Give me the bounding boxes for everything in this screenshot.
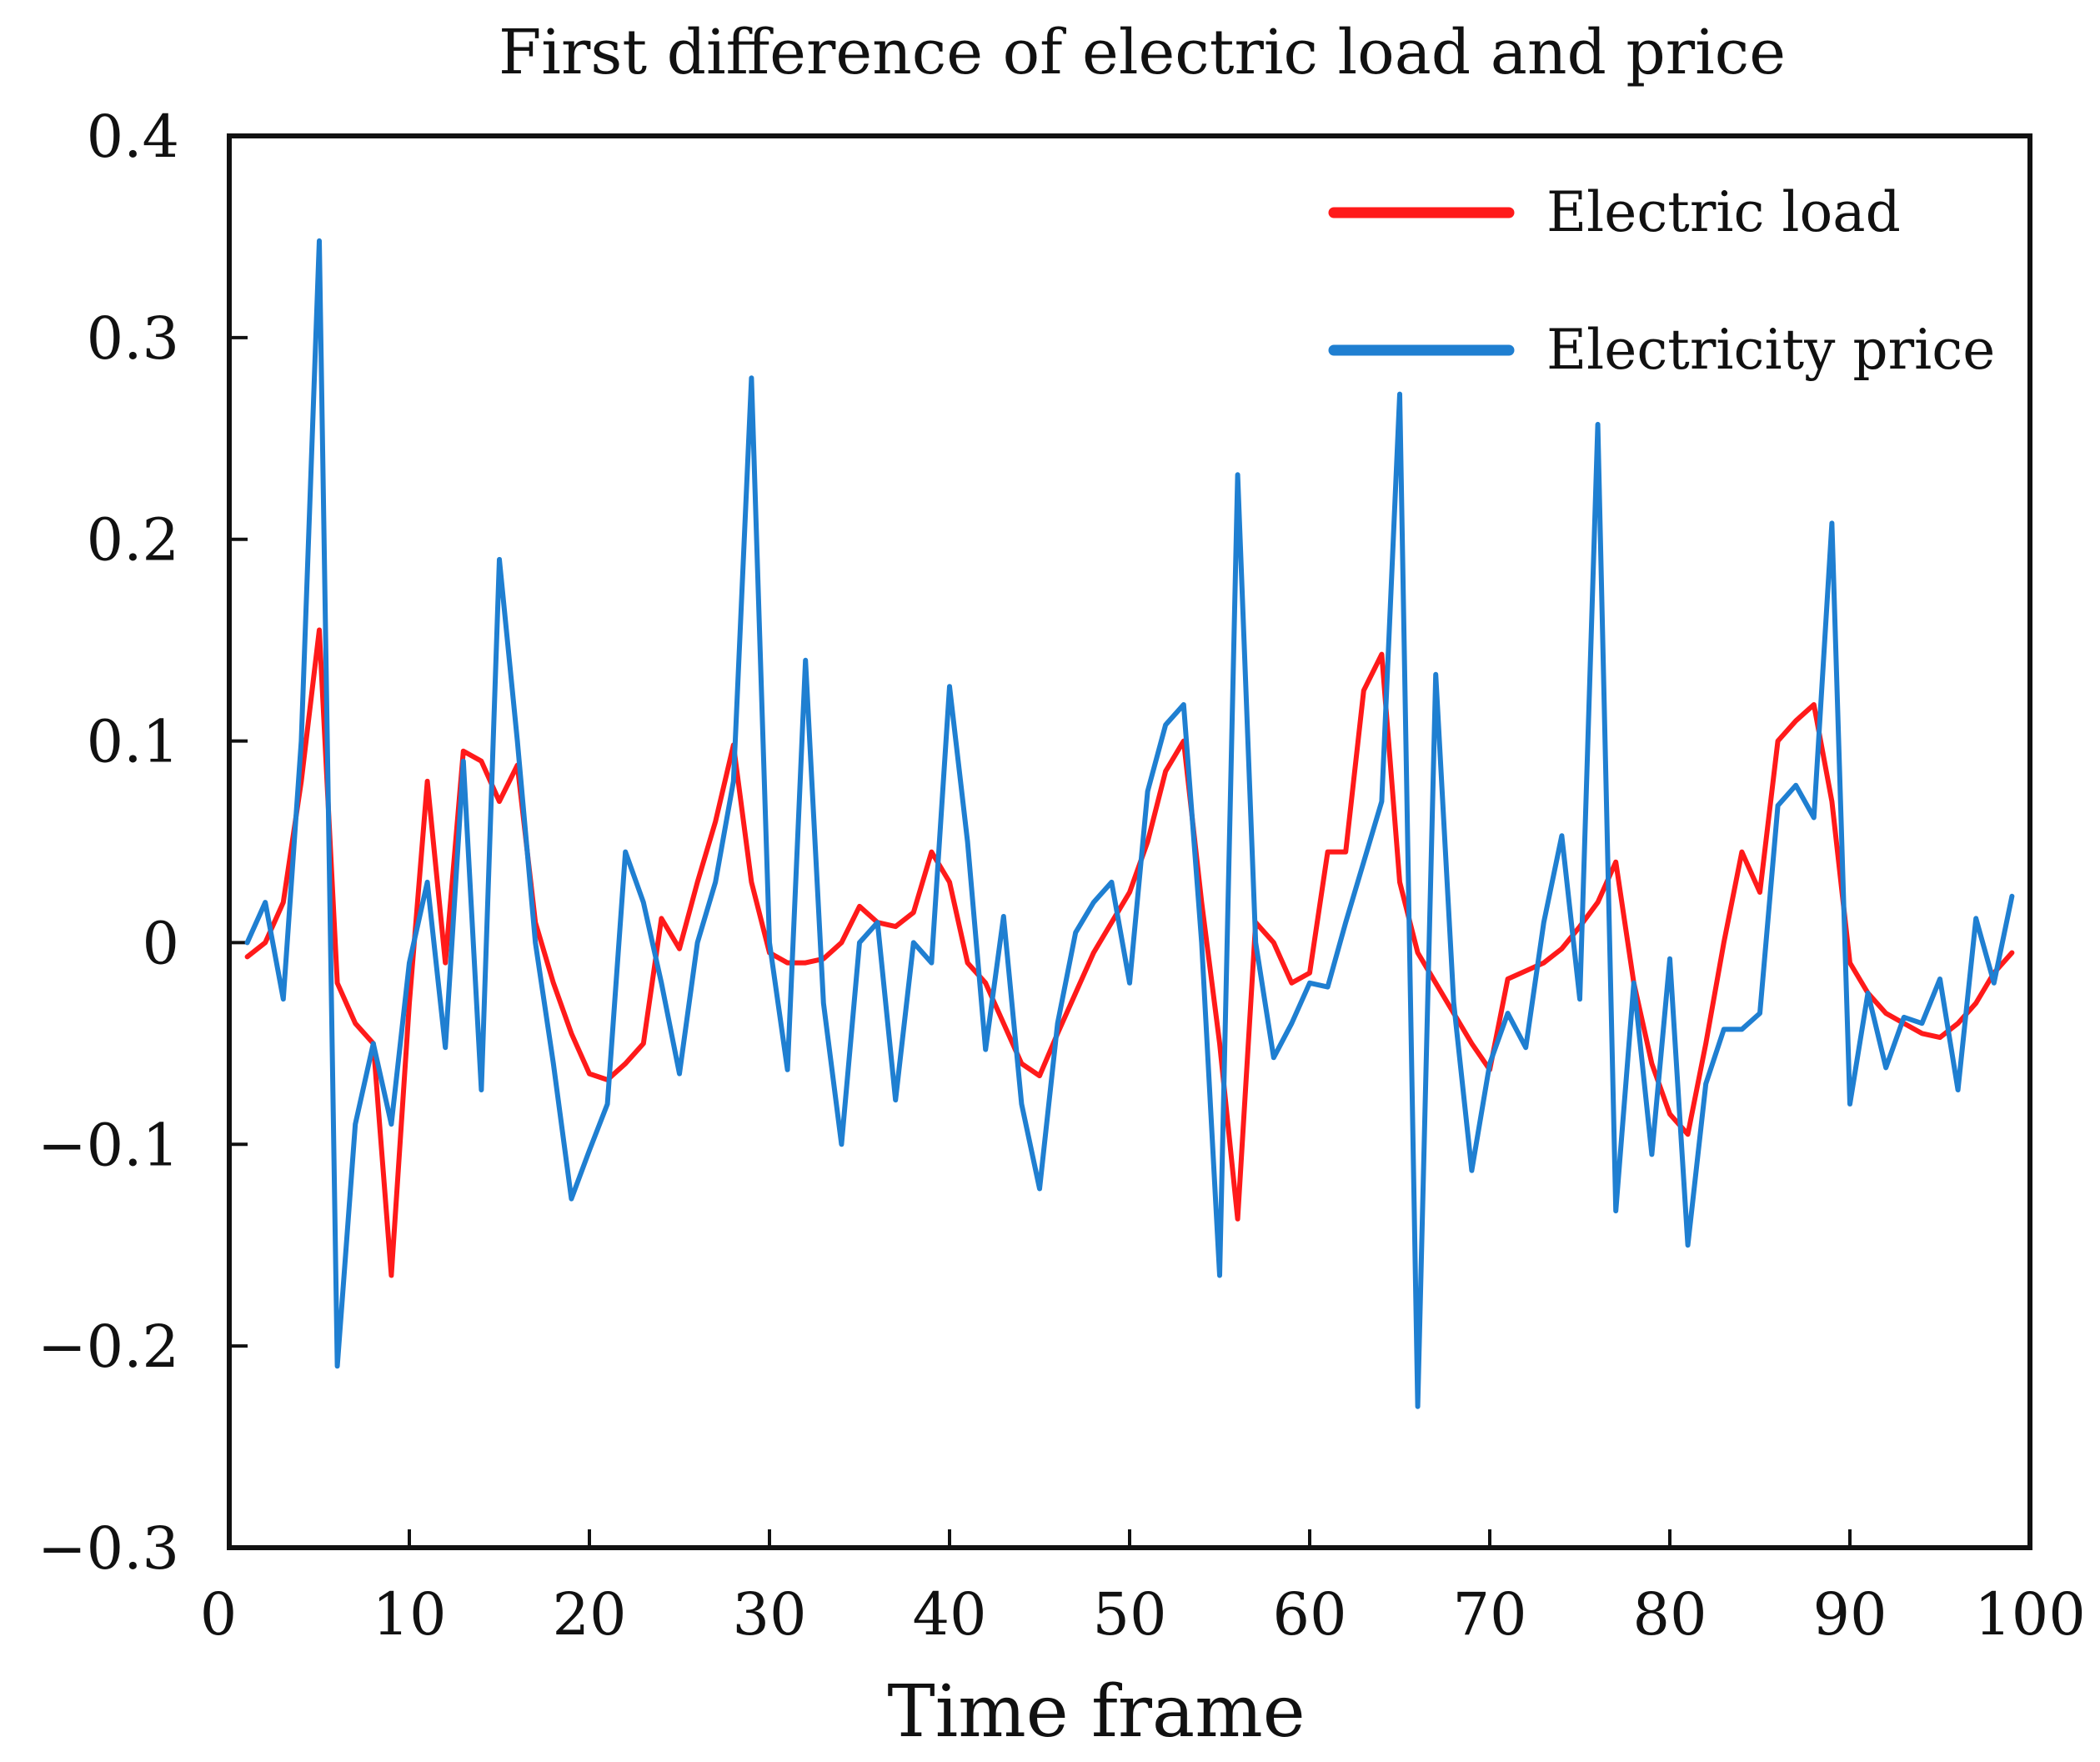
x-tick-label: 60 xyxy=(1272,1580,1346,1649)
x-axis-label: Time frame xyxy=(887,1670,1305,1754)
plot-frame xyxy=(227,133,2032,1550)
legend-label-electric-load: Electric load xyxy=(1546,180,1901,244)
x-tick-label: 80 xyxy=(1632,1580,1707,1649)
x-tick-label: 40 xyxy=(912,1580,986,1649)
series-line-electricity-price xyxy=(244,238,2015,1409)
x-tick-label: 100 xyxy=(1974,1580,2086,1649)
y-tick-label: −0.3 xyxy=(38,1514,179,1583)
chart-title: First difference of electric load and pr… xyxy=(499,17,1786,88)
x-tick-label: 30 xyxy=(732,1580,806,1649)
x-tick-label: 20 xyxy=(552,1580,626,1649)
y-tick-label: −0.2 xyxy=(38,1313,179,1381)
y-tick-label: −0.1 xyxy=(38,1111,179,1179)
plot-series xyxy=(244,238,2015,1409)
legend: Electric load Electricity price xyxy=(1328,180,1995,382)
x-tick-label: 10 xyxy=(372,1580,446,1649)
y-tick-label: 0 xyxy=(142,909,179,977)
x-tick-label: 0 xyxy=(200,1580,238,1649)
y-tick-label: 0.4 xyxy=(87,103,179,171)
x-tick-label: 90 xyxy=(1812,1580,1887,1649)
x-axis: 0 10 20 30 40 50 60 70 80 90 100 xyxy=(200,1529,2086,1649)
legend-label-electricity-price: Electricity price xyxy=(1546,318,1995,382)
y-axis: 0.4 0.3 0.2 0.1 0 −0.1 −0.2 −0.3 xyxy=(38,103,248,1583)
x-tick-label: 50 xyxy=(1092,1580,1166,1649)
y-tick-label: 0.3 xyxy=(87,304,179,373)
y-tick-label: 0.2 xyxy=(87,506,179,575)
y-tick-label: 0.1 xyxy=(87,708,179,776)
x-tick-label: 70 xyxy=(1452,1580,1526,1649)
series-line-electric-load xyxy=(244,627,2015,1278)
